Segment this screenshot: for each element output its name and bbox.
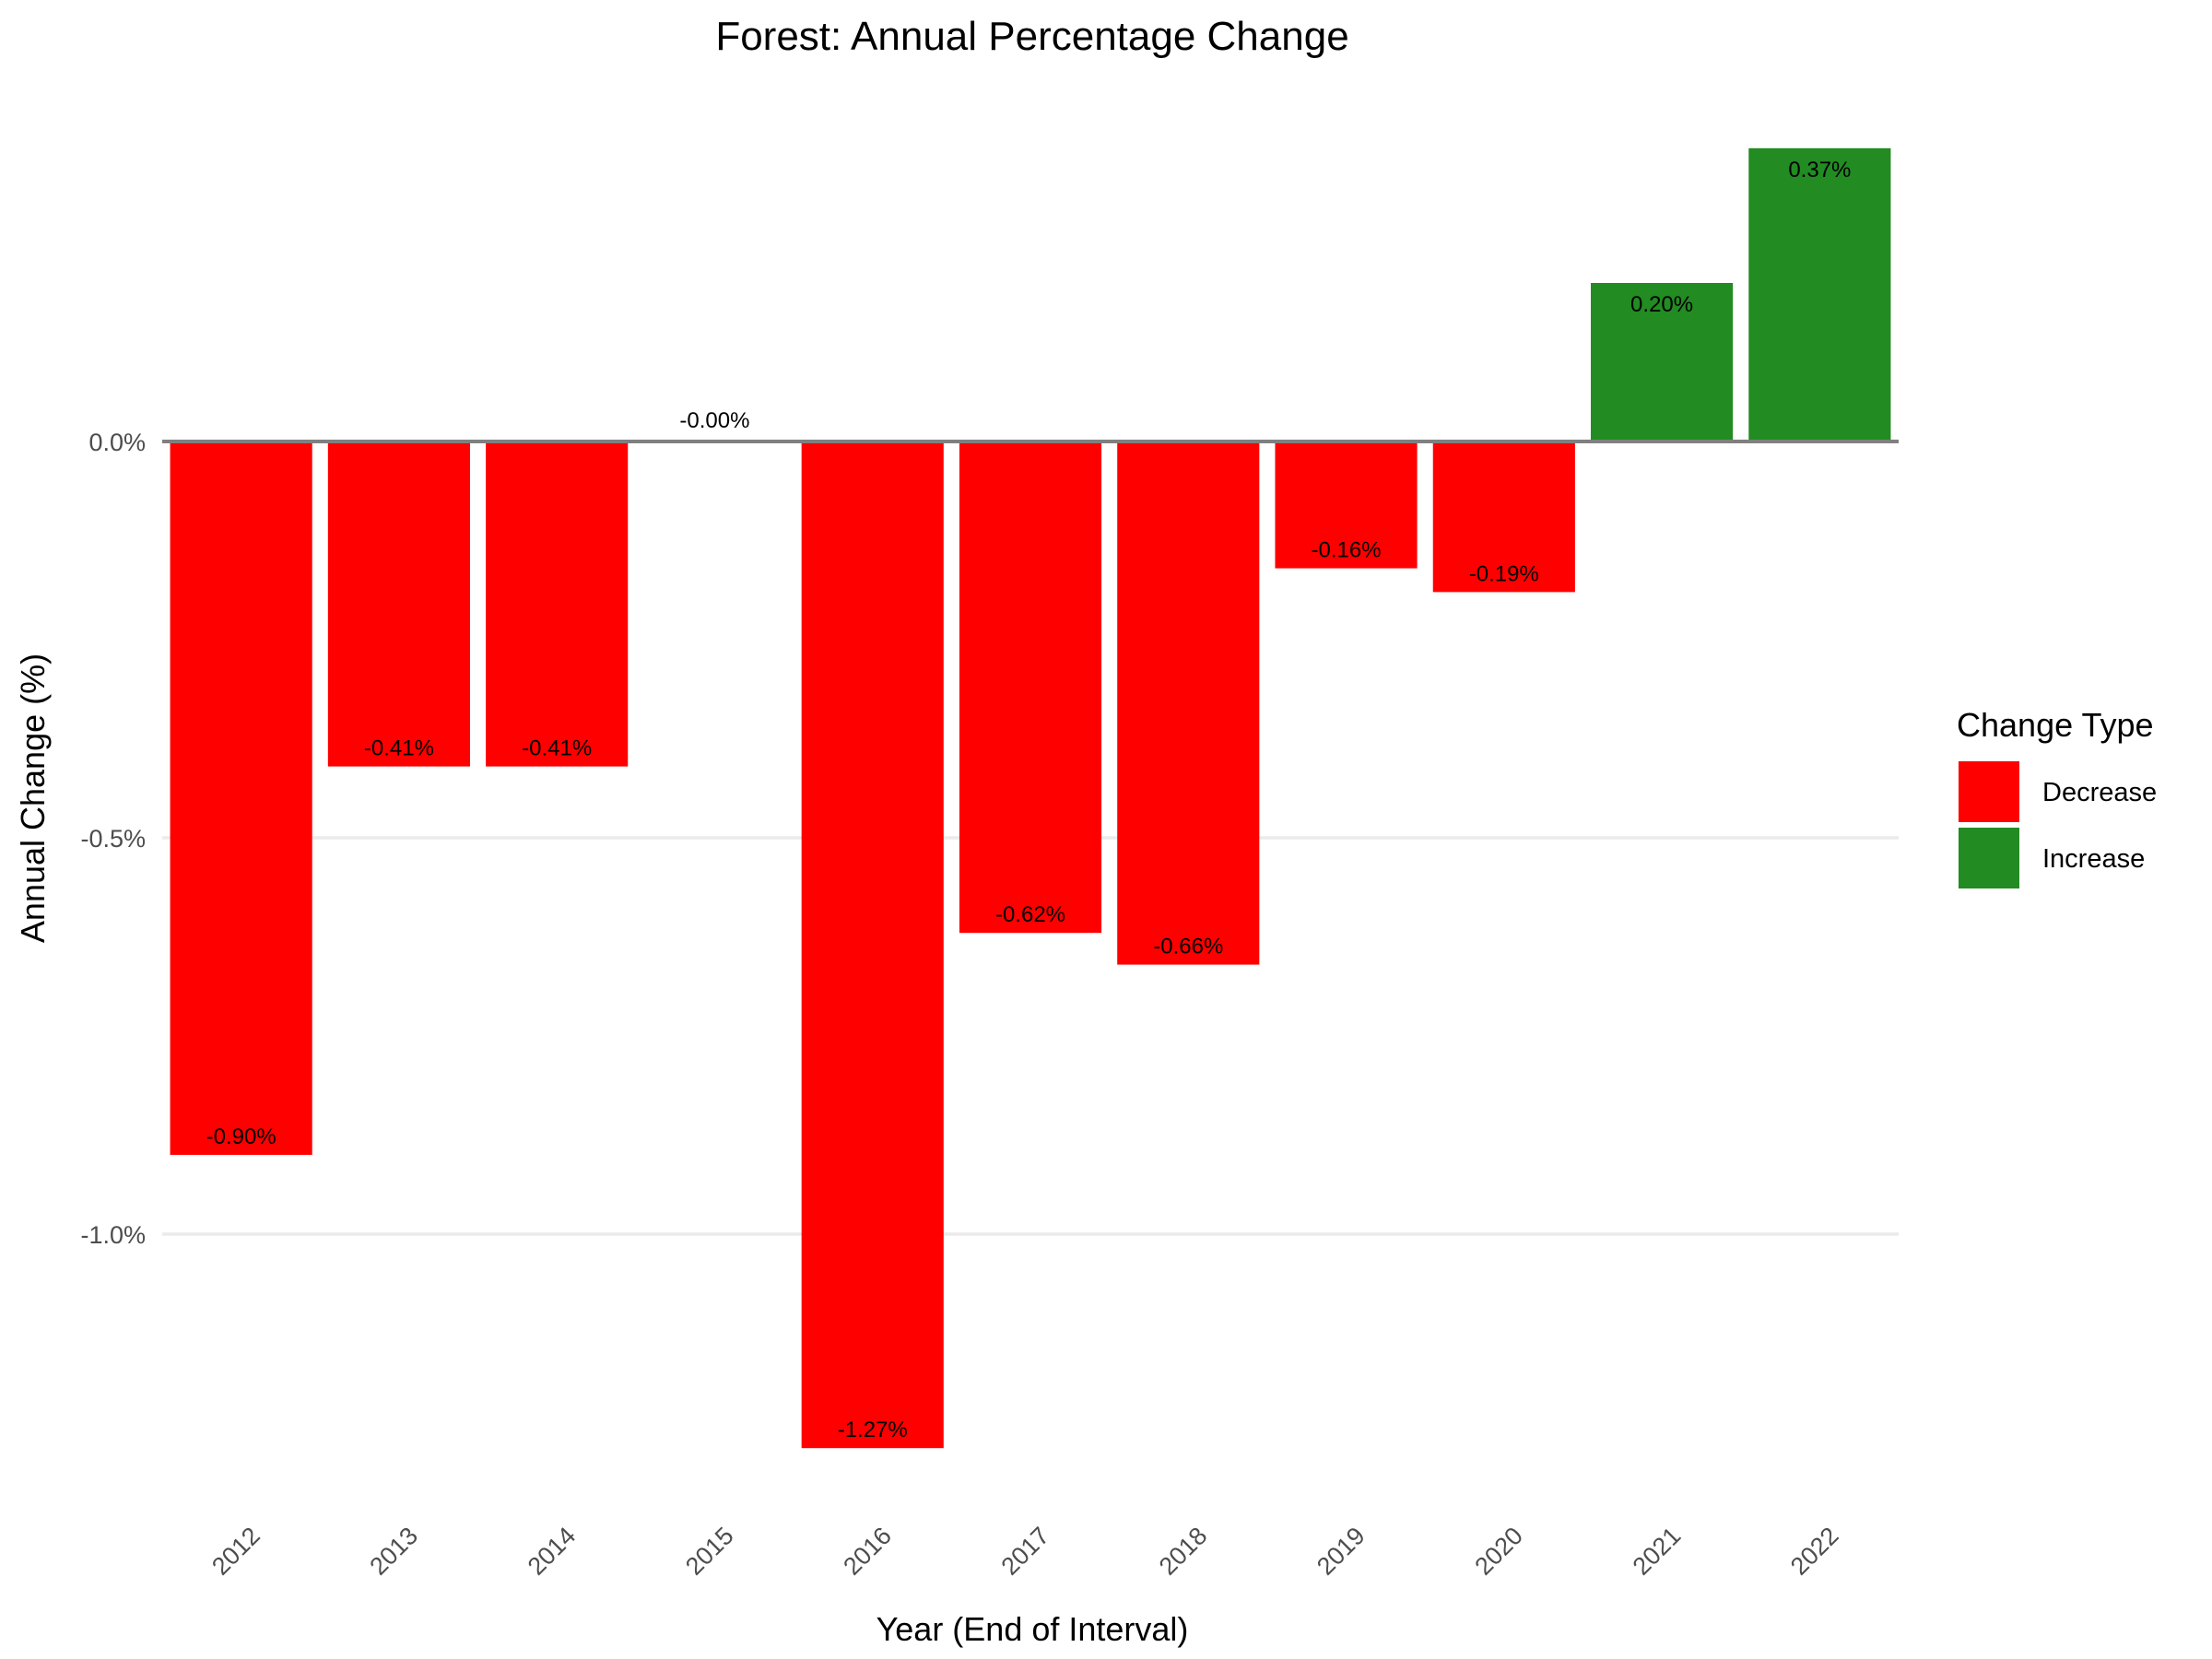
y-axis-ticks: 0.0% -0.5% -1.0% bbox=[80, 429, 146, 1249]
bar bbox=[1432, 441, 1575, 593]
bars bbox=[170, 147, 1891, 1449]
bar bbox=[1591, 283, 1734, 441]
x-tick-label: 2012 bbox=[206, 1522, 265, 1581]
bar bbox=[1748, 147, 1891, 442]
bar bbox=[1117, 441, 1260, 965]
bar-labels: -0.90% -0.41% -0.41% -0.00% -1.27% -0.62% -0.6… bbox=[206, 158, 1852, 1442]
x-tick-label: 2016 bbox=[838, 1522, 897, 1581]
bar bbox=[327, 441, 470, 767]
bar bbox=[959, 441, 1102, 934]
legend-swatch bbox=[1959, 761, 2019, 822]
x-tick-label: 2013 bbox=[364, 1522, 423, 1581]
bar-value-label: -0.41% bbox=[522, 736, 592, 761]
legend-label: Increase bbox=[2042, 844, 2145, 874]
x-tick-label: 2017 bbox=[996, 1522, 1055, 1581]
x-axis-title: Year (End of Interval) bbox=[877, 1610, 1189, 1648]
y-tick-label: -0.5% bbox=[80, 825, 146, 853]
chart-title: Forest: Annual Percentage Change bbox=[715, 14, 1348, 59]
legend-label: Decrease bbox=[2042, 778, 2157, 807]
bar-value-label: 0.20% bbox=[1630, 292, 1693, 317]
x-axis-ticks: 2012 2013 2014 2015 2016 2017 2018 2019 2020 2021… bbox=[206, 1522, 1843, 1581]
bar bbox=[170, 441, 312, 1155]
x-tick-label: 2019 bbox=[1312, 1522, 1371, 1581]
x-tick-label: 2018 bbox=[1154, 1522, 1213, 1581]
legend-items: Decrease Increase bbox=[1959, 761, 2157, 888]
legend-title: Change Type bbox=[1957, 706, 2154, 744]
y-axis-title: Annual Change (%) bbox=[14, 653, 52, 943]
x-tick-label: 2022 bbox=[1785, 1522, 1844, 1581]
bar bbox=[1275, 441, 1418, 569]
y-tick-label: 0.0% bbox=[88, 429, 146, 456]
bar-value-label: -0.41% bbox=[364, 736, 434, 761]
x-tick-label: 2014 bbox=[523, 1522, 582, 1581]
bar-value-label: -0.16% bbox=[1312, 538, 1382, 563]
x-tick-label: 2020 bbox=[1469, 1522, 1528, 1581]
legend: Change Type Decrease Increase bbox=[1957, 706, 2157, 888]
bar bbox=[801, 441, 944, 1449]
bar-value-label: -0.00% bbox=[679, 408, 749, 433]
y-tick-label: -1.0% bbox=[80, 1221, 146, 1249]
bar-value-label: -0.90% bbox=[206, 1124, 276, 1149]
bar-value-label: -0.66% bbox=[1153, 935, 1223, 959]
bar-value-label: -0.62% bbox=[995, 902, 1065, 927]
bar bbox=[486, 441, 629, 767]
bar-value-label: -0.19% bbox=[1469, 561, 1539, 586]
legend-swatch bbox=[1959, 828, 2019, 888]
x-tick-label: 2015 bbox=[680, 1522, 739, 1581]
bar-value-label: 0.37% bbox=[1788, 158, 1851, 182]
x-tick-label: 2021 bbox=[1628, 1522, 1687, 1581]
bar-value-label: -1.27% bbox=[838, 1418, 908, 1442]
